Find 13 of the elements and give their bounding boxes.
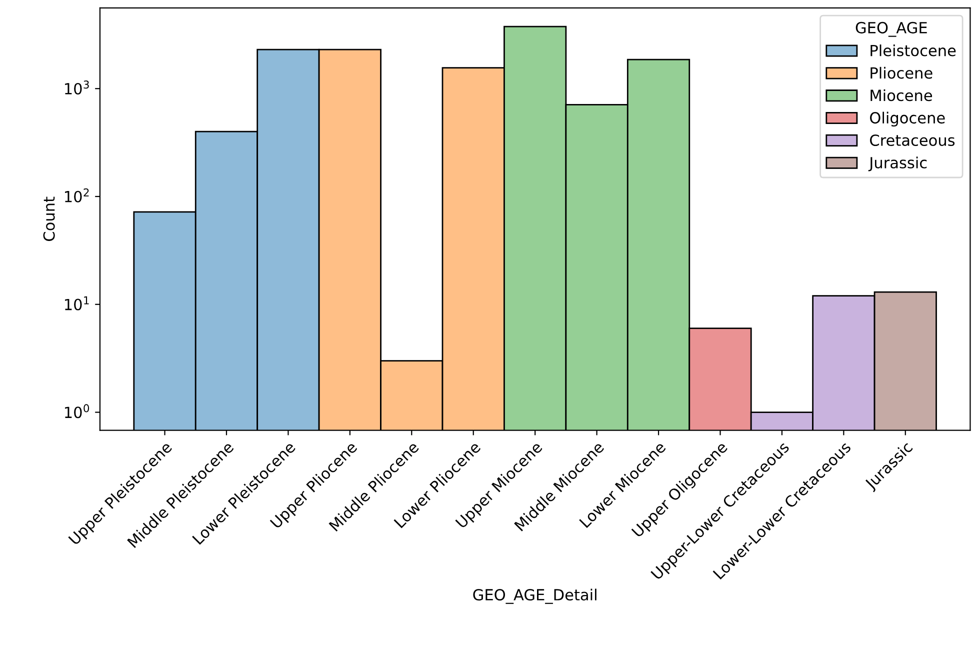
y-axis-title: Count [43,196,55,241]
x-axis-title: GEO_AGE_Detail [473,588,596,604]
y-tick-label: 10$^{3}$ [65,80,89,95]
legend-label: Jurassic [868,156,927,172]
y-tick-label: 10$^{0}$ [65,404,90,418]
legend-label: Cretaceous [870,134,955,146]
legend-title: GEO_AGE [856,22,927,37]
legend-label: Oligocene [870,112,945,127]
legend-label: Miocene [870,89,932,102]
y-tick-label: 10$^{2}$ [65,188,89,202]
y-tick-label: 10$^{1}$ [65,296,89,310]
legend-label: Pliocene [870,66,932,79]
legend-label: Pleistocene [870,44,956,56]
